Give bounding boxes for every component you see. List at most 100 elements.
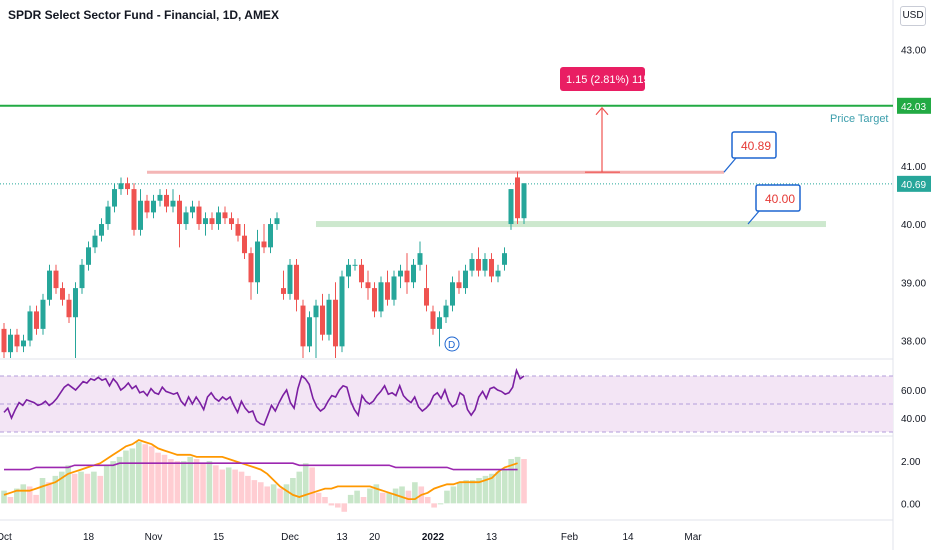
resistance-callout-box [731, 131, 777, 159]
candle-body [8, 334, 13, 353]
candle-body [372, 288, 377, 312]
momentum-bar [58, 471, 65, 504]
momentum-bar [161, 454, 168, 504]
momentum-bar [33, 494, 39, 504]
momentum-bar [148, 446, 155, 504]
x-axis-tick: 13 [486, 532, 498, 543]
candle-body [131, 189, 137, 230]
candle-body [216, 212, 221, 225]
candle-body [118, 183, 124, 190]
momentum-bar [123, 450, 129, 504]
chart-title: SPDR Select Sector Fund - Financial, 1D,… [8, 8, 279, 22]
momentum-bar [328, 503, 335, 506]
candle-body [320, 305, 325, 335]
momentum-bar [405, 490, 412, 504]
momentum-bar [251, 480, 258, 504]
momentum-bar [206, 461, 213, 504]
momentum-bar [219, 469, 226, 504]
momentum-bar [91, 471, 97, 504]
momentum-bar [136, 442, 142, 504]
candle-body [378, 282, 384, 312]
resistance-callout-pointer [723, 157, 737, 173]
candle-body [209, 218, 215, 225]
momentum-axis-tick: 0.00 [901, 499, 921, 510]
momentum-signal-line [3, 439, 518, 501]
momentum-bar [97, 475, 104, 504]
momentum-bar [39, 478, 46, 504]
momentum-bar [450, 486, 457, 504]
candle-body [515, 177, 520, 219]
rsi-line [3, 367, 525, 427]
resistance-callout-text: 40.89 [741, 139, 771, 153]
candle-body [294, 264, 299, 300]
candle-body [112, 189, 117, 207]
candle-body [151, 200, 156, 213]
momentum-bar [257, 482, 264, 504]
price-axis-tick: 41.00 [901, 162, 926, 173]
candle-body [333, 299, 338, 347]
candle-body [365, 282, 371, 289]
candle-body [424, 288, 429, 306]
x-axis-tick: 14 [622, 532, 634, 543]
x-axis-tick: Feb [561, 532, 579, 543]
momentum-bar [20, 484, 27, 504]
candle-body [521, 183, 527, 219]
momentum-axis-tick: 2.00 [901, 457, 921, 468]
support-zone [316, 221, 826, 228]
candle-body [417, 253, 423, 265]
momentum-bar [347, 494, 354, 504]
candle-body [40, 299, 46, 329]
candle-body [248, 253, 254, 283]
candle-body [404, 270, 410, 283]
momentum-bar [238, 471, 245, 504]
momentum-bar [457, 482, 463, 504]
momentum-bar [187, 456, 193, 504]
rsi-axis-tick: 40.00 [901, 414, 926, 425]
candle-body [313, 305, 319, 318]
candle-body [14, 334, 20, 347]
momentum-bar [232, 469, 238, 504]
candle-body [508, 189, 514, 225]
candle-body [138, 200, 143, 230]
candle-body [242, 235, 247, 254]
momentum-bar [399, 486, 405, 504]
candle-body [463, 270, 468, 289]
candle-body [164, 194, 169, 207]
momentum-bar [26, 486, 33, 504]
momentum-bar [322, 497, 328, 504]
candle-body [261, 241, 267, 248]
candle-body [437, 317, 442, 329]
candle-body [60, 288, 65, 300]
candle-body [34, 311, 39, 329]
candle-body [495, 270, 501, 277]
momentum-bar [463, 480, 470, 504]
momentum-bar [52, 475, 59, 504]
measure-arrow-head [595, 106, 609, 116]
price-axis-tick: 43.00 [901, 45, 926, 56]
x-axis-tick: Mar [684, 532, 702, 543]
candle-body [300, 305, 306, 347]
momentum-bar [14, 488, 20, 504]
momentum-bar [283, 484, 290, 504]
candle-body [53, 270, 59, 289]
support-callout-pointer [747, 209, 761, 225]
x-axis-tick: Nov [145, 532, 163, 543]
current-price-tag [897, 175, 931, 192]
candle-body [469, 258, 475, 271]
momentum-bar [373, 484, 380, 504]
candle-body [66, 299, 72, 318]
x-axis-tick: Oct [0, 532, 12, 543]
candle-body [456, 282, 462, 289]
support-callout-box [755, 184, 801, 212]
candle-body [183, 212, 189, 225]
candle-body [1, 328, 7, 353]
candle-body [229, 218, 234, 225]
candle-body [385, 282, 390, 300]
price-axis-tick: 40.00 [901, 220, 926, 231]
candle-body [346, 264, 351, 277]
currency-selector[interactable]: USD [900, 6, 926, 26]
momentum-bar [392, 488, 399, 504]
momentum-bar [309, 467, 315, 504]
dividend-marker-text: D [448, 340, 455, 351]
